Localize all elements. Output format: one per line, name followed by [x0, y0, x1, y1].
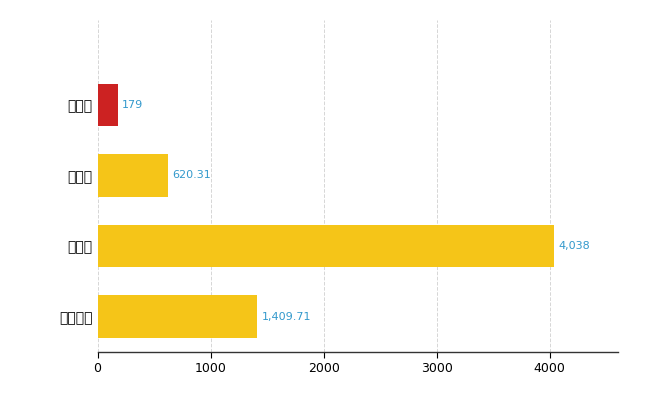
Text: 620.31: 620.31	[172, 170, 211, 180]
Bar	[98, 84, 118, 126]
Bar	[98, 296, 257, 338]
Text: 179: 179	[122, 100, 144, 110]
Bar	[98, 154, 168, 196]
Text: 1,409.71: 1,409.71	[261, 312, 311, 322]
Bar	[98, 225, 554, 267]
Text: 4,038: 4,038	[558, 241, 590, 251]
